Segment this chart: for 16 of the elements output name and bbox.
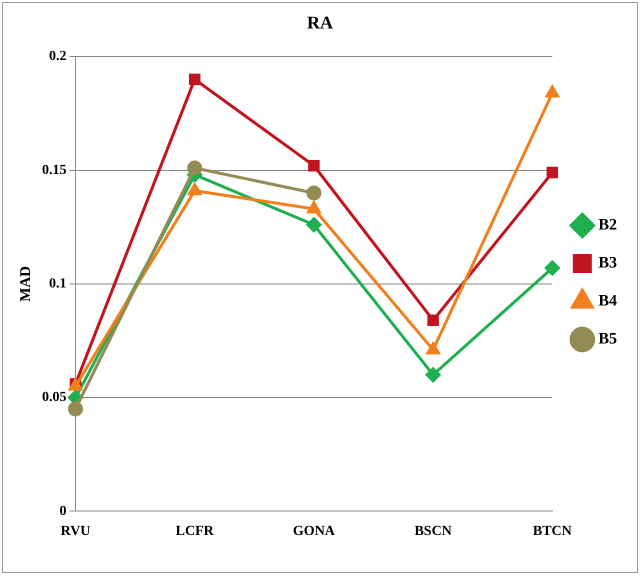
y-tick-label: 0.2 xyxy=(49,49,66,64)
y-tick-label: 0.05 xyxy=(42,390,66,406)
x-tick-label: LCFR xyxy=(176,524,215,540)
y-tick-label: 0.15 xyxy=(42,162,66,178)
legend-label: B5 xyxy=(598,330,617,348)
y-tick-label: 0 xyxy=(60,504,66,519)
y-axis-title: MAD xyxy=(18,266,34,302)
legend-label: B3 xyxy=(598,254,617,272)
legend-label: B2 xyxy=(598,216,617,234)
x-tick-label: RVU xyxy=(60,524,90,540)
chart-title: RA xyxy=(307,12,333,32)
y-tick-label: 0.1 xyxy=(49,276,66,292)
x-tick-label: GONA xyxy=(292,524,336,540)
legend-label: B4 xyxy=(598,292,617,310)
x-tick-label: BTCN xyxy=(532,524,572,540)
x-tick-label: BSCN xyxy=(414,524,452,540)
